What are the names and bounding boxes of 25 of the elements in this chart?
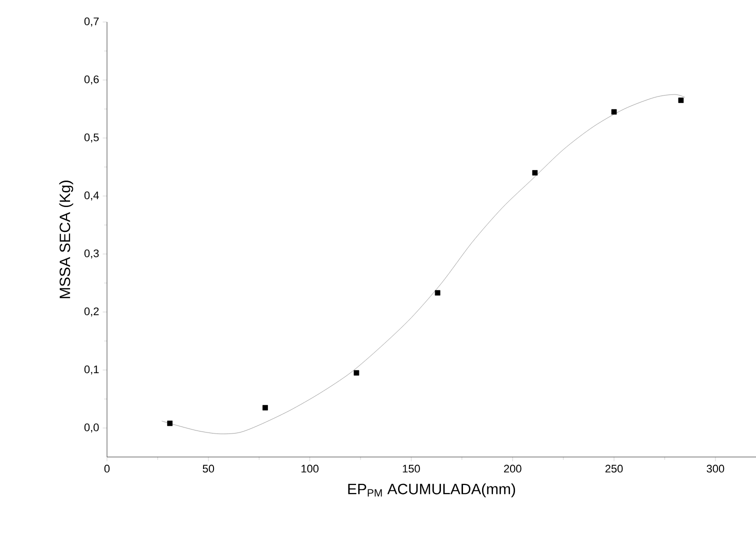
point bbox=[262, 405, 268, 410]
y-tick-label: 0,7 bbox=[84, 17, 99, 27]
x-tick-label: 50 bbox=[202, 464, 214, 473]
y-tick-label: 0,5 bbox=[84, 133, 99, 143]
x-axis-title: EP$_{PM}$ ACUMULADA(mm) bbox=[348, 483, 516, 498]
y-tick-label: 0,3 bbox=[84, 249, 99, 259]
x-tick-label: 100 bbox=[302, 464, 319, 473]
x-tick-label: 0 bbox=[104, 464, 110, 473]
y-tick-label: 0,4 bbox=[84, 191, 99, 201]
y-tick-label: 0,6 bbox=[84, 75, 99, 85]
x-tick-label: 150 bbox=[402, 464, 420, 473]
point bbox=[678, 98, 684, 103]
x-tick-label: 300 bbox=[706, 464, 724, 473]
point bbox=[354, 370, 360, 376]
point bbox=[532, 170, 538, 176]
x-tick-label: 250 bbox=[605, 464, 623, 473]
x-tick-label: 200 bbox=[504, 464, 522, 473]
point bbox=[434, 290, 440, 296]
y-axis-title: MSSA SECA (Kg) bbox=[59, 180, 74, 298]
y-tick-label: 0,2 bbox=[84, 307, 99, 317]
y-tick-label: 0,1 bbox=[84, 365, 99, 375]
line-series bbox=[162, 94, 686, 434]
point bbox=[167, 420, 173, 426]
y-tick-label: 0,0 bbox=[84, 423, 99, 433]
point bbox=[611, 109, 617, 115]
